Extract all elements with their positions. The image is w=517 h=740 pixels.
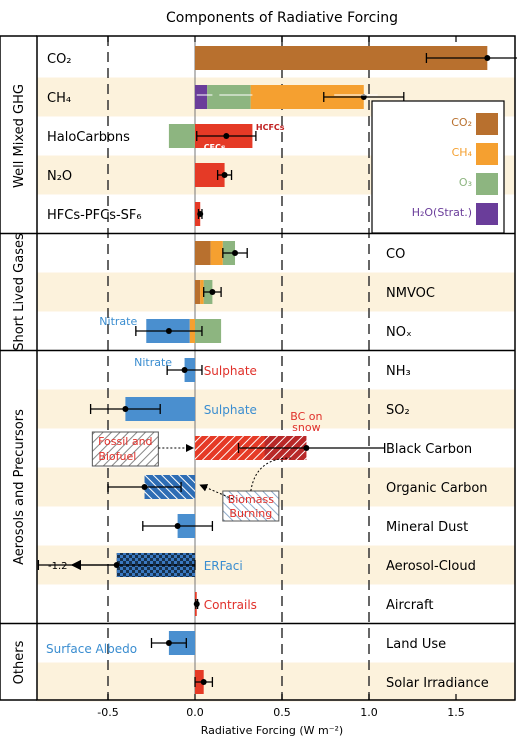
annotation-bc-on-snow: snow [292,421,320,434]
bar-segment [200,280,204,304]
annotation-biomass-burning: Biomass [228,493,275,506]
annotation-fossil-biofuel: Biofuel [98,450,136,463]
bar-segment [195,280,201,304]
annotation-erfaci: ERFaci [204,559,243,573]
row-label: NOₓ [386,325,412,340]
x-tick-label: 0.0 [186,706,204,719]
total-point [193,601,200,607]
total-point [221,172,228,178]
total-point [165,328,172,334]
row-label: Aerosol-Cloud [386,559,476,574]
row-label: N₂O [47,169,72,184]
row-band [37,662,515,702]
total-point [197,211,204,217]
legend-label: O₃ [459,176,472,189]
row-label: Aircraft [386,598,433,613]
frame [0,35,516,701]
total-point [232,250,239,256]
bar-segment [210,241,223,265]
annotation-cfcs: CFCs [204,143,226,152]
legend-label: CO₂ [451,116,472,129]
row-label: HFCs-PFCs-SF₆ [47,208,142,223]
row-label: Solar Irradiance [386,676,489,691]
x-tick-label: 1.0 [360,706,378,719]
row-label: CO [386,247,405,262]
group-label: Others [12,640,27,684]
annotation-arrow [250,457,291,492]
bar-segment [195,241,211,265]
annotation-nitrate: Nitrate [99,315,137,328]
row-label: CH₄ [47,91,71,106]
legend-label: H₂O(Strat.) [412,206,472,219]
x-tick-label: 1.5 [447,706,465,719]
total-point [484,55,491,61]
legend-swatch [476,173,498,195]
annotation-sulphate: Sulphate [204,403,257,417]
row-label: Black Carbon [386,442,472,457]
total-point [200,679,207,685]
x-axis-label: Radiative Forcing (W m⁻²) [201,724,343,737]
total-point [141,484,148,490]
row-label: CO₂ [47,52,72,67]
annotation-contrails: Contrails [204,598,257,612]
annotation-fossil-biofuel: Fossil and [98,435,152,448]
annotation-surface-albedo: Surface Albedo [46,642,137,656]
row-labels: CO₂ CH₄ HaloCarbons N₂O HFCs-PFCs-SF₆ CO NMVOC… [47,52,489,691]
row-label: NMVOC [386,286,435,301]
total-point [209,289,216,295]
x-axis: -0.5 0.0 0.5 1.0 1.5 [97,36,465,719]
group-labels: Well Mixed GHG Short Lived Gases Aerosols … [12,84,27,684]
group-label: Well Mixed GHG [12,84,27,188]
annotations: HCFCs CFCs Nitrate Nitrate Sulphate Sulphate B… [46,123,323,656]
bar-segment [168,124,195,148]
row-label: Land Use [386,637,446,652]
total-point [303,445,310,451]
legend-label: CH₄ [452,146,473,159]
error-bars [37,53,517,687]
annotation-box [91,431,159,467]
row-label: HaloCarbons [47,130,130,145]
row-band [37,272,515,312]
total-point [181,367,188,373]
x-tick-label: 0.5 [273,706,291,719]
plot-frame [36,35,516,701]
annotation-bc-on-snow: BC on [290,410,322,423]
annotation-arrow-value: -1.2 [48,561,68,572]
total-point [223,133,230,139]
row-label: NH₃ [386,364,411,379]
legend: CO₂ CH₄ O₃ H₂O(Strat.) [371,100,505,234]
chart-title: Components of Radiative Forcing [166,10,398,26]
annotation-biomass-burning: Burning [229,507,272,520]
row-label: SO₂ [386,403,410,418]
annotation-arrow [199,484,234,500]
annotation-hcfcs: HCFCs [256,123,285,132]
group-label: Aerosols and Precursors [12,409,27,565]
row-label: Organic Carbon [386,481,488,496]
total-point [122,406,129,412]
bar-segment [195,85,208,109]
total-point [174,523,181,529]
x-tick-label: -0.5 [97,706,118,719]
total-point [165,640,172,646]
legend-swatch [476,113,498,135]
annotation-sulphate: Sulphate [204,364,257,378]
legend-swatch [476,143,498,165]
group-label: Short Lived Gases [12,233,27,351]
annotation-nitrate: Nitrate [134,356,172,369]
row-label: Mineral Dust [386,520,468,535]
bar-segment [207,85,251,109]
legend-swatch [476,203,498,225]
